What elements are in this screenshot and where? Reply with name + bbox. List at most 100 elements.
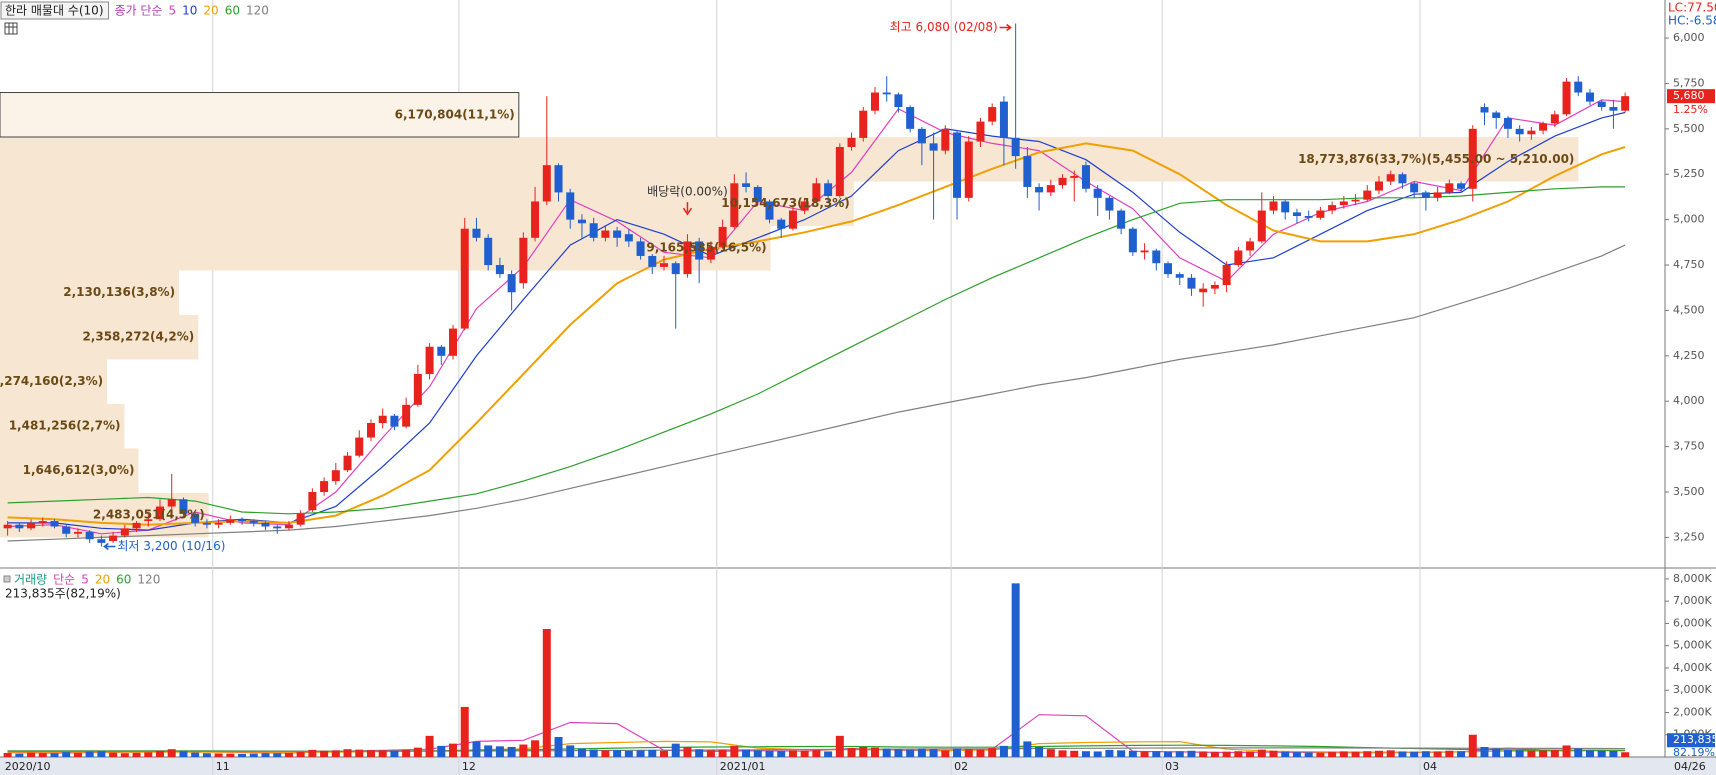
legend-entry[interactable]: 5 (169, 4, 177, 18)
volume-bar (296, 751, 305, 757)
volume-bar (1527, 750, 1536, 757)
candle-body (554, 165, 563, 193)
candle-body (214, 522, 223, 525)
volume-bar (1351, 751, 1360, 757)
volume-tick-label: 7,000K (1673, 594, 1712, 607)
candle-body (1527, 130, 1536, 135)
volume-profile-label: 18,773,876(33,7%)(5,455.00 ~ 5,210.00) (1298, 152, 1574, 166)
volume-bar (73, 752, 82, 757)
table-icon[interactable] (4, 22, 18, 35)
volume-profile-label: 2,130,136(3,8%) (63, 285, 175, 299)
candle-body (1386, 174, 1395, 182)
legend-entry[interactable]: 120 (246, 4, 269, 18)
volume-bar (1492, 748, 1501, 757)
candle-body (85, 531, 94, 540)
volume-bar (835, 735, 844, 757)
candle-body (238, 519, 247, 522)
candle-body (882, 92, 891, 95)
candle-body (191, 513, 200, 523)
volume-bar (1199, 751, 1208, 757)
candle-body (894, 94, 903, 108)
volume-bar (812, 750, 821, 757)
candle-body (601, 230, 610, 238)
volume-bar (343, 749, 352, 757)
candle-body (1468, 128, 1477, 189)
candle-body (1257, 210, 1266, 242)
ma-legend-title[interactable]: 종가 단순 (115, 4, 163, 18)
indicator-name[interactable]: 한라 매물대 수(10) (5, 4, 104, 18)
legend-entry[interactable]: 20 (203, 4, 218, 18)
legend-entry[interactable]: 120 (137, 573, 160, 587)
profile-layer (0, 92, 1579, 538)
candle-body (1339, 201, 1348, 206)
volume-bar (1035, 746, 1044, 757)
volume-bar (1433, 751, 1442, 757)
candle-body (577, 219, 586, 224)
candle-body (730, 183, 739, 227)
volume-bar (3, 752, 12, 757)
volume-bar (1503, 749, 1512, 757)
legend-entry[interactable]: 20 (95, 573, 110, 587)
candle-body (917, 128, 926, 144)
volume-bar (1597, 750, 1606, 757)
candle-body (1457, 183, 1466, 189)
legend-entry[interactable]: 60 (116, 573, 131, 587)
volume-ma-legend-title[interactable]: 단순 (53, 573, 75, 587)
current-volume-label: 213,835 (1673, 733, 1716, 746)
candle-body (366, 423, 375, 438)
volume-bar (1339, 751, 1348, 757)
high-arrow (999, 23, 1012, 32)
volume-profile-label: 1,274,160(2,3%) (0, 374, 103, 388)
candle-body (1140, 250, 1149, 253)
y-tick-label: 3,500 (1673, 485, 1705, 498)
candle-body (1597, 101, 1606, 108)
volume-bar (660, 750, 669, 757)
volume-bar (1421, 751, 1430, 757)
volume-bar (331, 750, 340, 757)
y-tick-label: 4,250 (1673, 349, 1705, 362)
volume-bar (472, 741, 481, 757)
volume-bar (109, 752, 118, 757)
candle-body (1492, 112, 1501, 118)
y-tick-label: 4,500 (1673, 303, 1705, 316)
volume-summary: 213,835주(82,19%) (5, 587, 121, 601)
volume-tick-label: 4,000K (1673, 661, 1712, 674)
candle-body (273, 526, 282, 529)
candle-body (109, 535, 118, 542)
volume-bar (1515, 750, 1524, 757)
candle-body (976, 121, 985, 142)
candle-body (1539, 123, 1548, 131)
volume-bar (214, 753, 223, 757)
candle-body (1515, 128, 1524, 135)
volume-bar (402, 749, 411, 757)
candle-body (988, 107, 997, 122)
volume-profile-label: 2,358,272(4,2%) (82, 330, 194, 344)
legend-entry[interactable]: 5 (81, 573, 89, 587)
volume-profile-bar (0, 359, 108, 404)
volume-profile-label: 2,483,051(4,5%) (93, 508, 205, 522)
volume-bar (1164, 751, 1173, 757)
x-tick-label: 04 (1423, 760, 1437, 773)
volume-bar (1269, 750, 1278, 757)
candle-body (1128, 228, 1137, 253)
candle-body (648, 255, 657, 267)
volume-bar (542, 628, 551, 757)
current-price-box (1667, 89, 1715, 104)
legend-entry[interactable]: 60 (225, 4, 240, 18)
candle-body (695, 241, 704, 260)
candle-body (402, 404, 411, 427)
volume-legend-title[interactable]: 거래량 (14, 573, 47, 587)
volume-bar (378, 750, 387, 757)
volume-bar (695, 749, 704, 757)
volume-bar (273, 753, 282, 757)
candle-body (1187, 277, 1196, 289)
current-volume-change: 82.19% (1673, 746, 1715, 759)
candle-body (660, 263, 669, 267)
legend-entry[interactable]: 10 (182, 4, 197, 18)
x-tick-label: 2021/01 (720, 760, 766, 773)
volume-bar (202, 753, 211, 757)
indicator-box[interactable] (0, 1, 110, 20)
volume-bar (601, 750, 610, 757)
volume-bar (1281, 751, 1290, 757)
candle-body (718, 226, 727, 247)
